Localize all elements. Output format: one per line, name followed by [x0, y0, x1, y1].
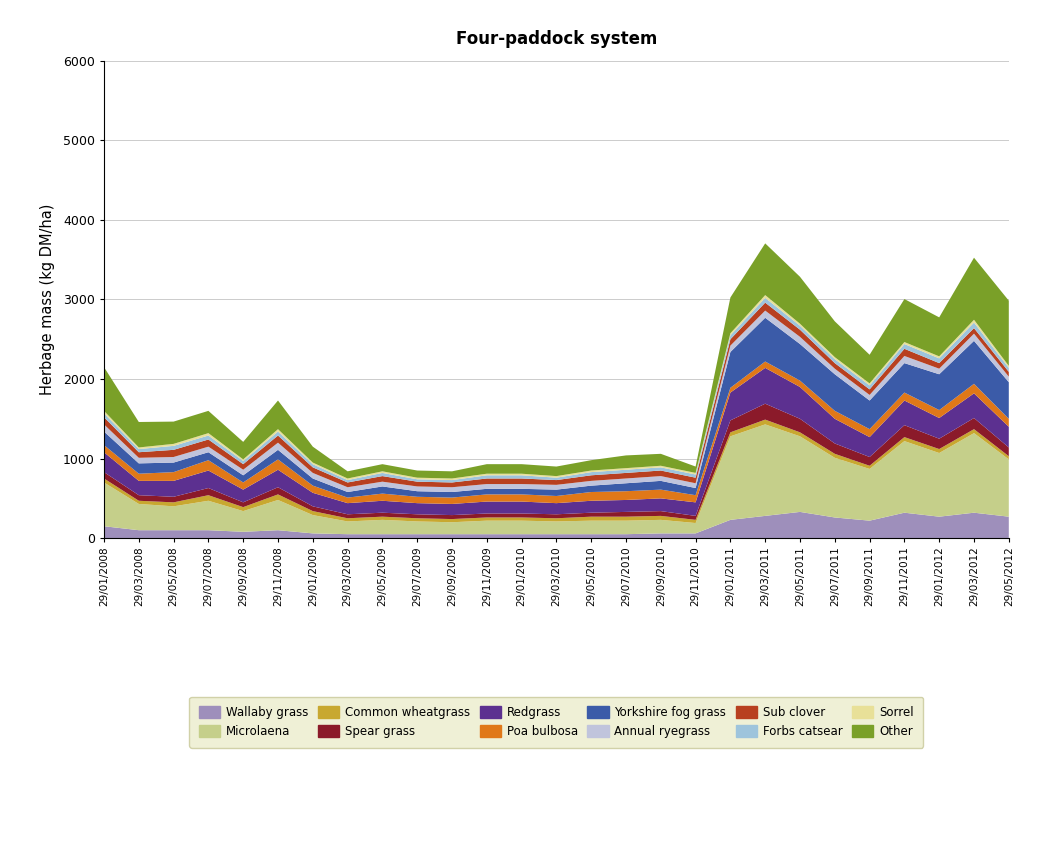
Title: Four-paddock system: Four-paddock system [456, 30, 657, 48]
Legend: Wallaby grass, Microlaena, Common wheatgrass, Spear grass, Redgrass, Poa bulbosa: Wallaby grass, Microlaena, Common wheatg… [189, 697, 924, 747]
Y-axis label: Herbage mass (kg DM/ha): Herbage mass (kg DM/ha) [40, 204, 55, 395]
